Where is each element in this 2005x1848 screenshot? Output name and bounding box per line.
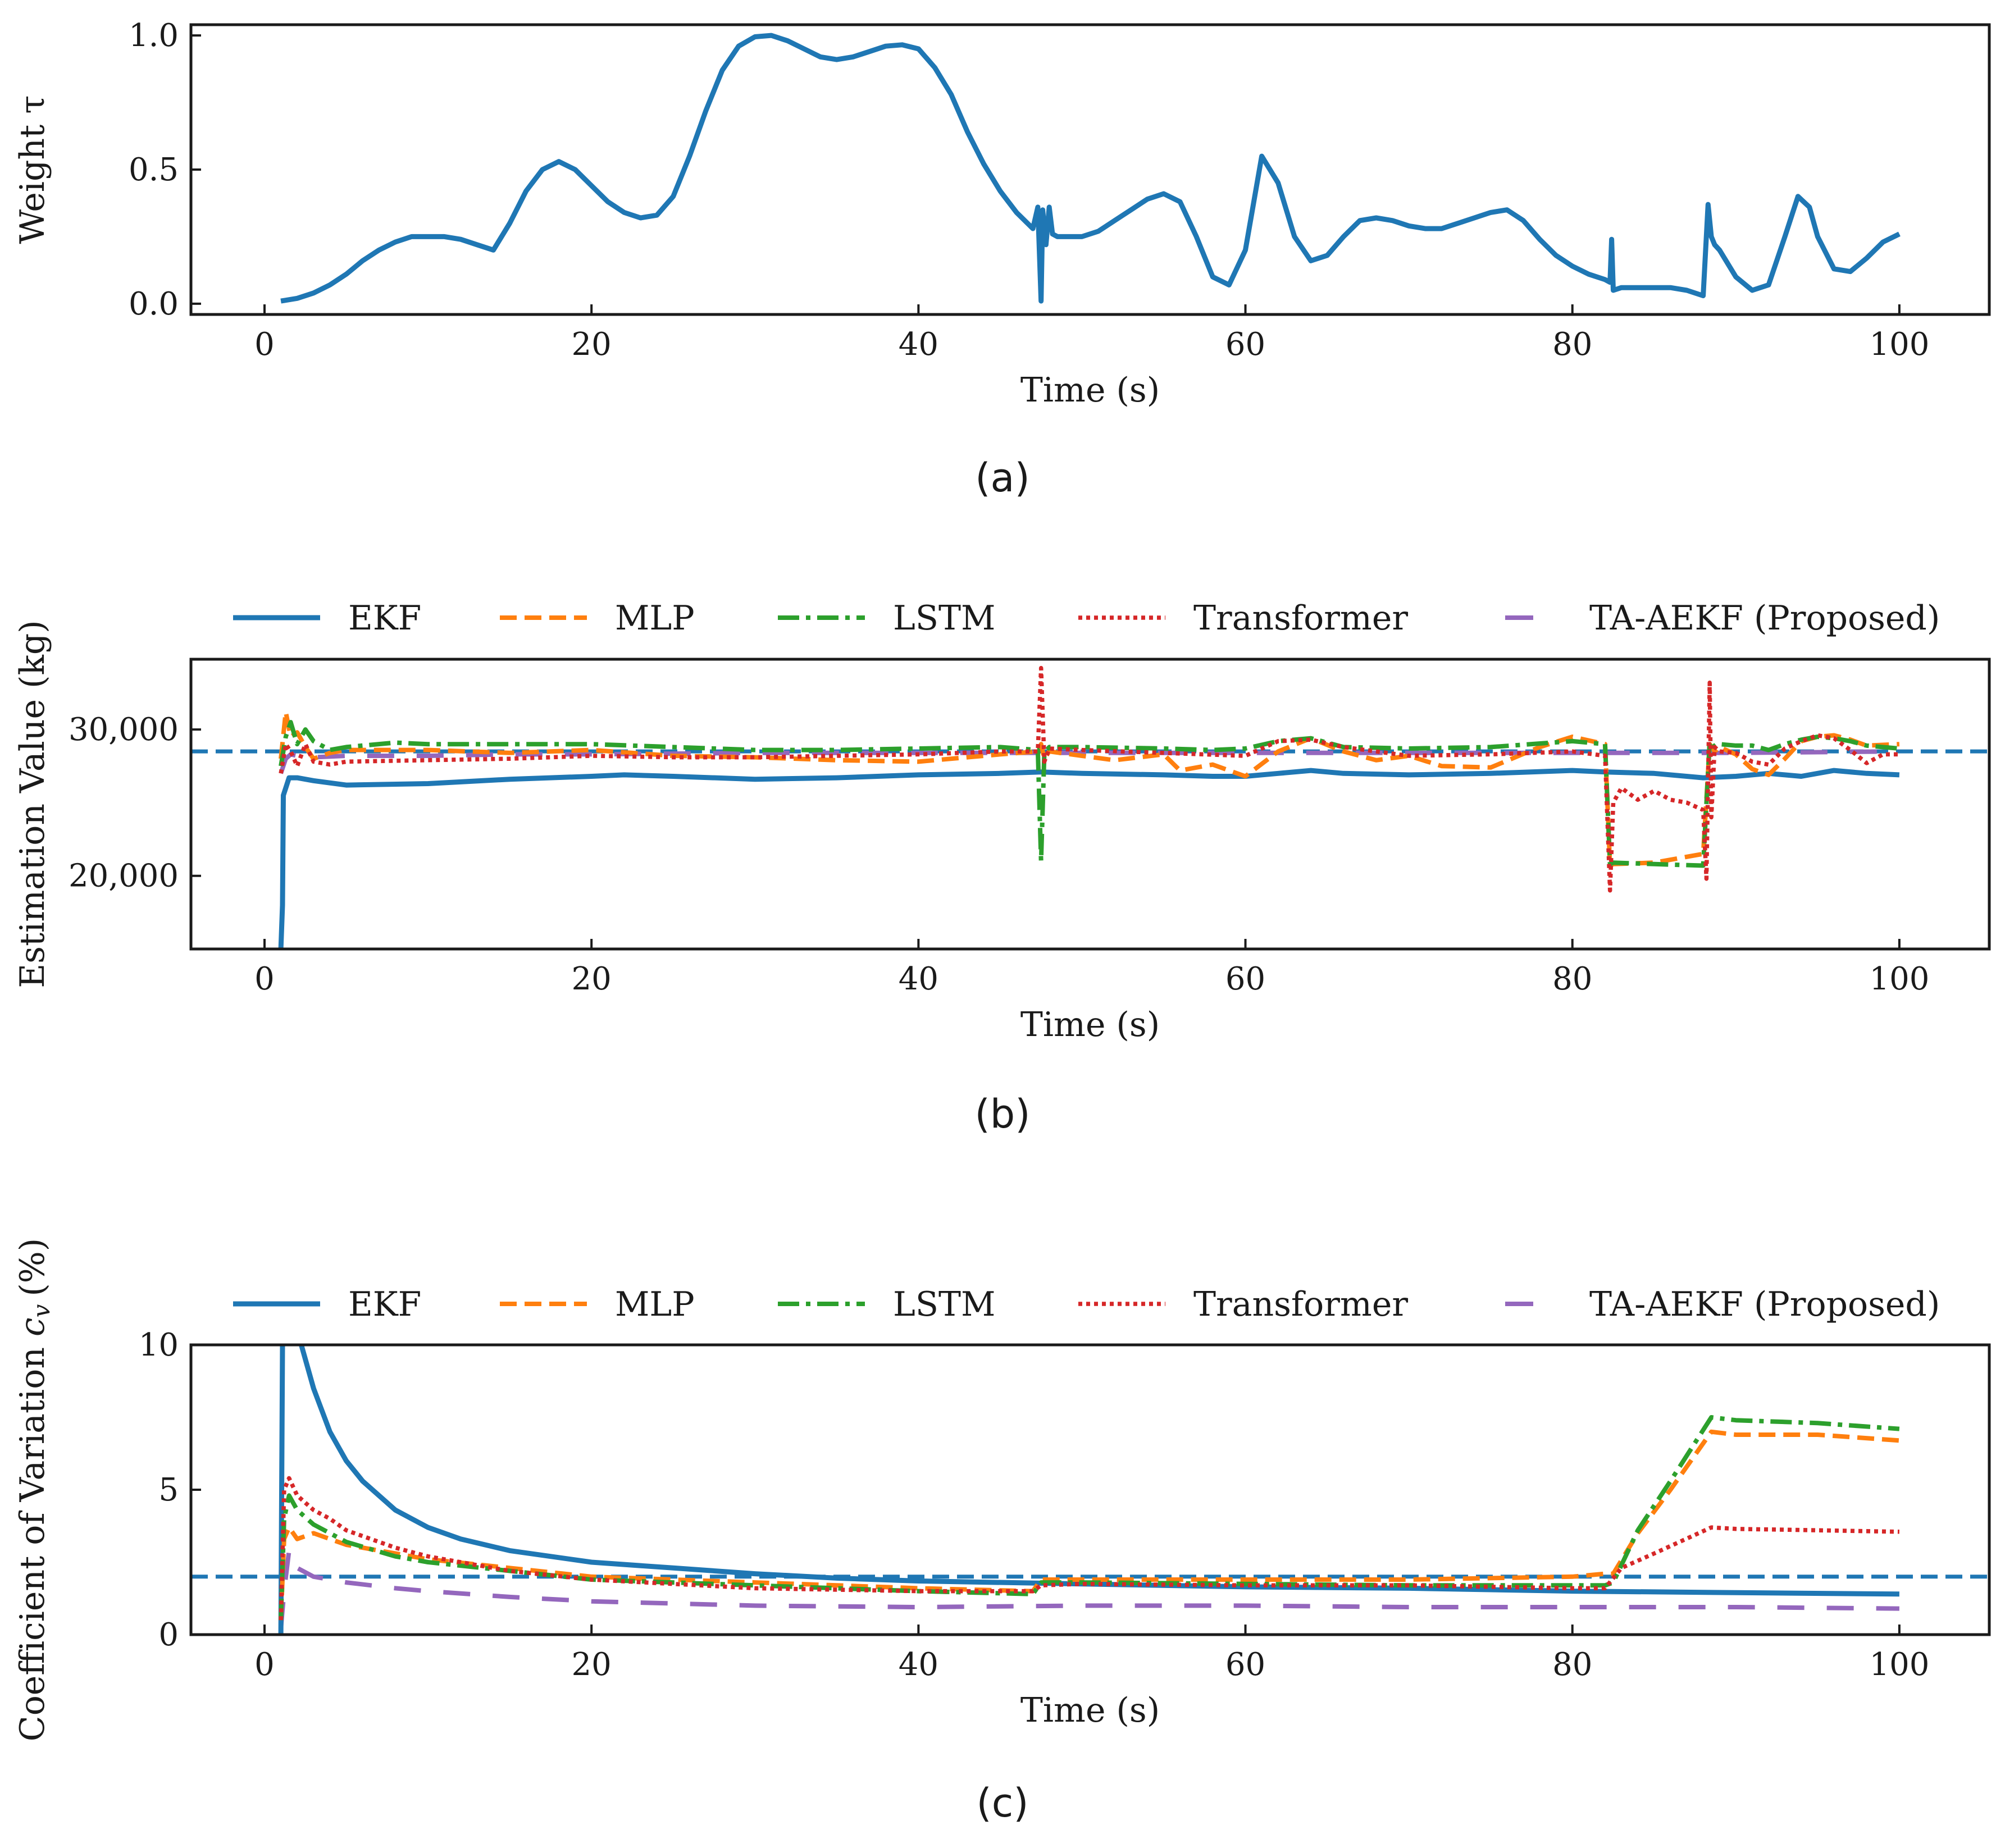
y-axis-label-text: Coefficient of Variation <box>13 1347 52 1741</box>
legend-label-transformer: Transformer <box>1193 599 1408 638</box>
panel-caption: (b) <box>974 1091 1030 1137</box>
y-axis-label-subscript: v <box>28 1304 55 1317</box>
x-tick-label: 60 <box>1225 961 1265 997</box>
series-line-ta-aekf-proposed <box>279 1548 1899 1630</box>
x-tick-label: 100 <box>1869 961 1929 997</box>
series-line-ekf <box>278 1345 1899 1635</box>
x-axis-label: Time (s) <box>1020 371 1160 410</box>
x-tick-label: 0 <box>254 326 275 363</box>
y-axis-label: Weight τ <box>13 95 52 244</box>
legend-label-lstm: LSTM <box>893 1285 995 1324</box>
y-tick-label: 10 <box>139 1327 179 1363</box>
series-line-mlp <box>279 709 1900 868</box>
legend-label-ekf: EKF <box>348 599 421 638</box>
legend: EKF MLP LSTM Transformer TA-AEKF (Proposed) <box>233 1285 1940 1324</box>
legend: EKF MLP LSTM Transformer TA-AEKF (Proposed) <box>233 599 1940 638</box>
x-tick-label: 0 <box>254 1646 275 1683</box>
y-tick-label: 0.0 <box>129 286 179 322</box>
x-tick-label: 60 <box>1225 1646 1265 1683</box>
series-line-ekf <box>278 768 1900 949</box>
legend-label-mlp: MLP <box>615 1285 695 1324</box>
plot-frame <box>189 658 1991 951</box>
x-tick-label: 40 <box>899 326 938 363</box>
y-axis-label: Coefficient of Variation cv (%) <box>13 1238 55 1741</box>
y-axis-label-unit: (%) <box>13 1238 52 1297</box>
series-line-transformer <box>279 665 1899 893</box>
x-tick-label: 100 <box>1869 326 1929 363</box>
panel-c: 0 20 40 60 80 100 0 5 10 Time (s) Coefficient of V… <box>13 1238 1991 1826</box>
panel-a: 0 20 40 60 80 100 0.0 0.5 1.0 Time (s) Weight τ (a) <box>13 17 1991 501</box>
y-axis-label-text: Weight τ <box>13 95 52 244</box>
x-tick-label: 20 <box>572 961 612 997</box>
y-tick-label: 5 <box>158 1472 179 1508</box>
legend-label-mlp: MLP <box>615 599 695 638</box>
x-tick-label: 20 <box>572 326 612 363</box>
x-tick-label: 60 <box>1225 326 1265 363</box>
x-tick-label: 80 <box>1552 326 1592 363</box>
legend-label-ta-aekf-proposed: TA-AEKF (Proposed) <box>1589 1285 1940 1324</box>
x-axis-label: Time (s) <box>1020 1005 1160 1044</box>
series-line-lstm <box>279 1415 1900 1621</box>
panel-b: 0 20 40 60 80 100 20,000 30,000 Time (s) Estimati… <box>13 599 1991 1137</box>
x-tick-label: 40 <box>899 1646 938 1683</box>
legend-label-ekf: EKF <box>348 1285 421 1324</box>
x-tick-label: 80 <box>1552 961 1592 997</box>
y-tick-label: 0 <box>158 1617 179 1653</box>
legend-label-transformer: Transformer <box>1193 1285 1408 1324</box>
y-tick-label: 1.0 <box>129 17 179 54</box>
x-tick-label: 20 <box>572 1646 612 1683</box>
series-line-weight <box>280 33 1901 304</box>
y-axis-label-text: Estimation Value (kg) <box>13 620 52 988</box>
series-line-ta-aekf-proposed <box>279 749 1899 774</box>
y-tick-label: 0.5 <box>129 152 179 188</box>
x-tick-label: 0 <box>254 961 275 997</box>
x-tick-label: 100 <box>1869 1646 1929 1683</box>
series-line-lstm <box>279 720 1900 868</box>
panel-caption: (c) <box>976 1780 1028 1826</box>
y-tick-label: 20,000 <box>69 858 179 895</box>
plot-frame <box>189 23 1991 316</box>
legend-label-ta-aekf-proposed: TA-AEKF (Proposed) <box>1589 599 1940 638</box>
x-axis-label: Time (s) <box>1020 1691 1160 1730</box>
y-axis-label-symbol: c <box>13 1317 52 1336</box>
x-tick-label: 80 <box>1552 1646 1592 1683</box>
legend-label-lstm: LSTM <box>893 599 995 638</box>
y-axis-label: Estimation Value (kg) <box>13 620 52 988</box>
panel-caption: (a) <box>975 455 1030 501</box>
series-line-transformer <box>279 1476 1899 1621</box>
y-tick-label: 30,000 <box>69 711 179 748</box>
x-tick-label: 40 <box>899 961 938 997</box>
